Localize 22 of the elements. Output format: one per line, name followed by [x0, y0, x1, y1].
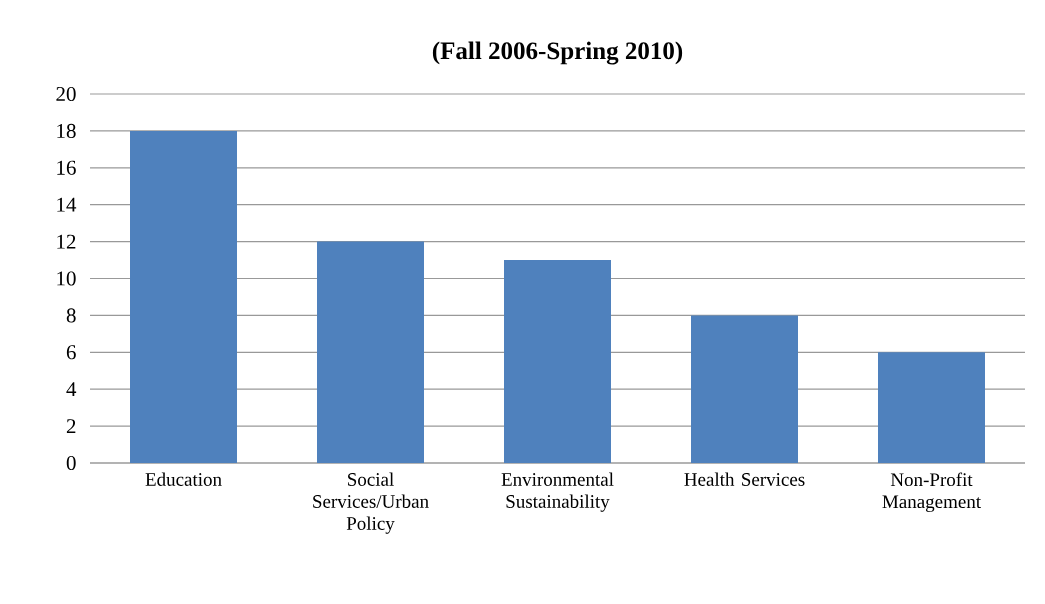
y-tick-label: 10 — [57, 271, 76, 286]
bar — [504, 260, 611, 463]
x-tick-label: Social Services/Urban Policy — [313, 472, 429, 534]
y-tick-label: 4 — [66, 382, 77, 397]
bar — [878, 352, 985, 463]
y-tick-label: 0 — [66, 455, 76, 471]
x-tick-label: Education — [145, 472, 222, 486]
bar — [317, 241, 424, 463]
x-tick-label: Non-Profit Management — [882, 472, 981, 512]
y-tick-label: 20 — [56, 86, 76, 102]
y-tick-label: 8 — [66, 308, 76, 323]
y-tick-label: 14 — [57, 197, 77, 212]
y-tick-label: 6 — [66, 345, 76, 360]
bar — [691, 315, 798, 463]
y-tick-label: 2 — [66, 419, 76, 434]
y-tick-label: 18 — [57, 123, 76, 138]
x-tick-label: Health Services — [684, 472, 805, 486]
x-tick-label: Environmental Sustainability — [501, 472, 614, 512]
y-tick-label: 16 — [57, 160, 76, 175]
y-tick-label: 12 — [57, 234, 76, 249]
bar — [130, 130, 238, 463]
chart-title: (Fall 2006-Spring 2010) — [432, 41, 683, 65]
